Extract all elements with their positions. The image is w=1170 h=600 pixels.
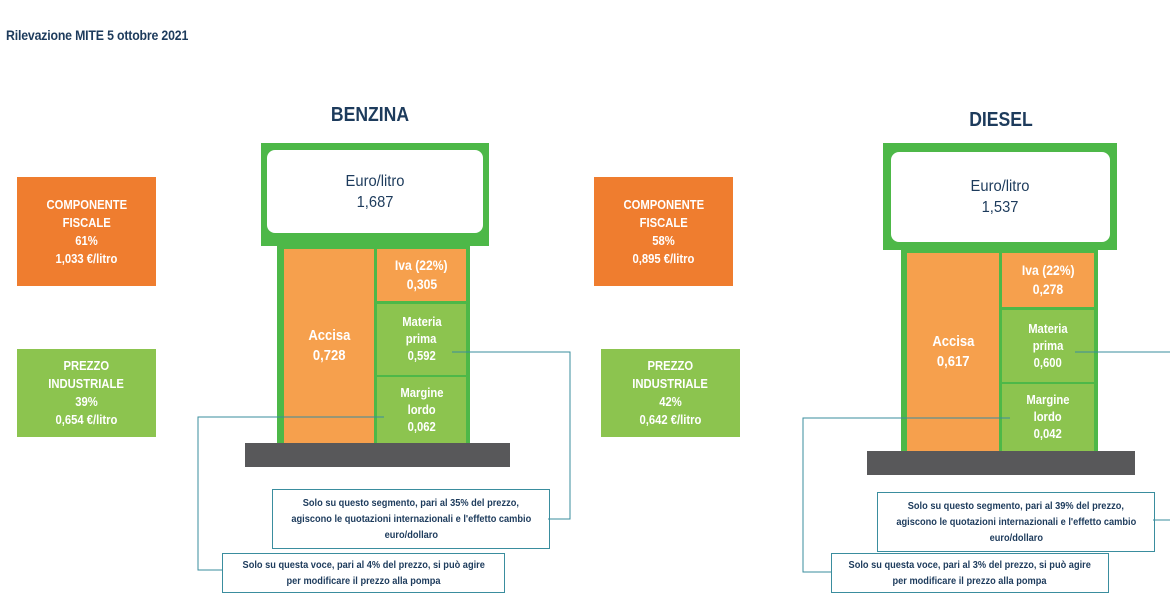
diesel-voice-note-line1: Solo su questa voce, pari al 3% del prez… [848,559,1092,571]
diesel-segment-note-line3: euro/dollaro [989,532,1043,544]
diesel-segment-note-line2: agiscono le quotazioni internazionali e … [896,516,1136,528]
diesel-fiscal-component-box: COMPONENTE FISCALE 58% 0,895 €/litro [594,177,733,286]
benzina-segment-note-line3: euro/dollaro [384,529,438,541]
benzina-margine-line2: lordo [407,402,436,417]
diesel-materia-prima-segment: Materia prima 0,600 [1002,310,1094,382]
benzina-industrial-amount: 0,654 €/litro [55,413,118,427]
benzina-iva-segment: Iva (22%) 0,305 [377,249,466,301]
benzina-segment-note-line2: agiscono le quotazioni internazionali e … [291,513,531,525]
diesel-fiscal-pct: 58% [652,233,675,248]
benzina-fiscal-component-box: COMPONENTE FISCALE 61% 1,033 €/litro [17,177,156,286]
benzina-display-unit: Euro/litro [345,172,405,190]
benzina-voice-note-line1: Solo su questa voce, pari al 4% del prez… [242,559,485,571]
benzina-segment-note: Solo su questo segmento, pari al 35% del… [272,489,550,549]
diesel-display-unit: Euro/litro [971,178,1030,195]
benzina-fiscal-line1: COMPONENTE [46,197,127,212]
benzina-materia-line2: prima [406,332,437,346]
diesel-accisa-label: Accisa [931,334,975,350]
benzina-fiscal-line2: FISCALE [62,215,111,230]
diesel-margine-line2: lordo [1033,410,1063,424]
diesel-industrial-price-box: PREZZO INDUSTRIALE 42% 0,642 €/litro [601,349,740,437]
benzina-iva-value: 0,305 [406,277,437,292]
diesel-accisa-value: 0,617 [936,354,970,370]
benzina-margine-line1: Margine [399,385,444,400]
benzina-segment-note-line1: Solo su questo segmento, pari al 35% del… [302,497,520,509]
benzina-accisa-label: Accisa [307,328,351,344]
diesel-fiscal-line2: FISCALE [639,215,688,230]
benzina-materia-prima-segment: Materia prima 0,592 [377,304,466,375]
page-title: Rilevazione MITE 5 ottobre 2021 [6,27,189,43]
benzina-pump-base [245,443,510,467]
diesel-margine-connector [802,417,1010,573]
diesel-fiscal-amount: 0,895 €/litro [632,251,695,266]
diesel-margine-lordo-segment: Margine lordo 0,042 [1002,384,1094,451]
diesel-iva-label: Iva (22%) [1021,263,1075,278]
diesel-margine-value: 0,042 [1033,427,1063,441]
diesel-industrial-line1: PREZZO [647,359,694,373]
diesel-industrial-line2: INDUSTRIALE [632,377,709,391]
diesel-margine-line1: Margine [1026,393,1070,407]
diesel-materia-line1: Materia [1028,321,1068,336]
diesel-industrial-amount: 0,642 €/litro [639,413,702,427]
benzina-margine-value: 0,062 [407,419,436,434]
diesel-industrial-pct: 42% [659,395,682,409]
benzina-accisa-value: 0,728 [312,348,346,364]
benzina-materia-line1: Materia [401,315,442,329]
diesel-materia-line2: prima [1032,338,1064,353]
benzina-industrial-price-box: PREZZO INDUSTRIALE 39% 0,654 €/litro [17,349,156,437]
benzina-margine-connector [197,416,384,571]
benzina-margine-lordo-segment: Margine lordo 0,062 [377,377,466,443]
benzina-title: BENZINA [330,104,410,126]
diesel-iva-segment: Iva (22%) 0,278 [1002,253,1094,307]
diesel-iva-value: 0,278 [1032,282,1064,297]
diesel-fiscal-line1: COMPONENTE [623,197,704,212]
diesel-display-price: 1,537 [982,199,1019,216]
diesel-pump-base [867,451,1135,475]
diesel-segment-note: Solo su questo segmento, pari al 39% del… [877,492,1155,552]
diesel-title: DIESEL [969,109,1033,131]
benzina-display-price: 1,687 [356,193,394,211]
benzina-materia-connector [452,351,571,520]
diesel-segment-note-line1: Solo su questo segmento, pari al 39% del… [907,500,1125,512]
benzina-voice-note: Solo su questa voce, pari al 4% del prez… [222,553,505,593]
benzina-fiscal-pct: 61% [75,233,98,248]
benzina-industrial-line1: PREZZO [63,359,110,373]
benzina-voice-note-line2: per modificare il prezzo alla pompa [286,575,441,587]
benzina-materia-value: 0,592 [407,349,436,363]
benzina-price-display: Euro/litro 1,687 [267,150,483,233]
benzina-industrial-pct: 39% [75,395,98,409]
diesel-voice-note: Solo su questa voce, pari al 3% del prez… [831,553,1109,593]
benzina-accisa-segment: Accisa 0,728 [284,249,374,443]
benzina-iva-label: Iva (22%) [395,258,448,273]
diesel-price-display: Euro/litro 1,537 [891,152,1110,242]
diesel-voice-note-line2: per modificare il prezzo alla pompa [892,575,1048,587]
benzina-fiscal-amount: 1,033 €/litro [55,251,118,266]
diesel-materia-value: 0,600 [1033,355,1063,370]
benzina-industrial-line2: INDUSTRIALE [48,377,125,391]
